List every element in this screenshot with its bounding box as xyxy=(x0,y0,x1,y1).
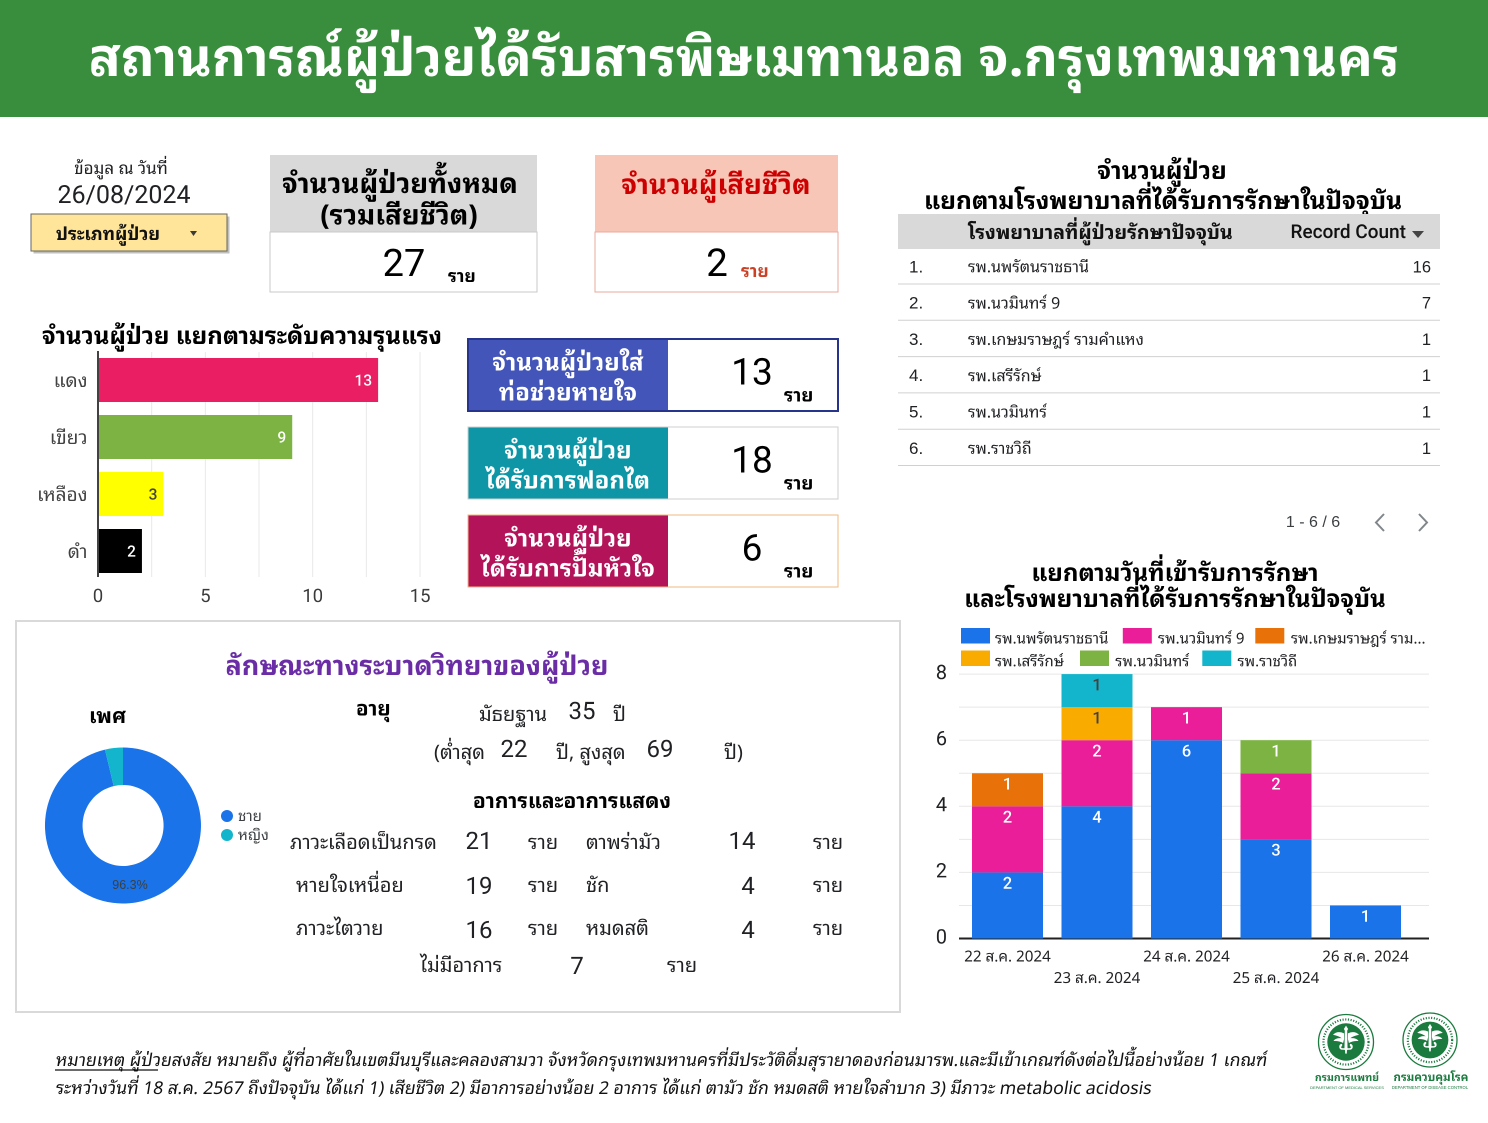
svg-text:1: 1 xyxy=(1422,331,1431,349)
svg-text:DEPARTMENT OF DISEASE CONTROL: DEPARTMENT OF DISEASE CONTROL xyxy=(1392,1085,1469,1090)
svg-text:6.: 6. xyxy=(909,439,923,458)
svg-text:1: 1 xyxy=(1422,404,1431,422)
svg-text:16: 16 xyxy=(1413,258,1431,276)
svg-text:1 - 6 / 6: 1 - 6 / 6 xyxy=(1286,514,1340,531)
svg-text:3.: 3. xyxy=(909,330,923,349)
svg-text:5.: 5. xyxy=(909,403,923,422)
svg-text:7: 7 xyxy=(1422,295,1431,313)
svg-text:1: 1 xyxy=(1422,440,1431,458)
svg-text:DEPARTMENT OF MEDICAL SERVICES: DEPARTMENT OF MEDICAL SERVICES xyxy=(1310,1085,1384,1090)
svg-text:2.: 2. xyxy=(909,294,923,313)
svg-text:96.3%: 96.3% xyxy=(112,878,147,892)
svg-text:1.: 1. xyxy=(909,257,923,276)
svg-text:1: 1 xyxy=(1422,367,1431,385)
svg-text:4.: 4. xyxy=(909,366,923,385)
